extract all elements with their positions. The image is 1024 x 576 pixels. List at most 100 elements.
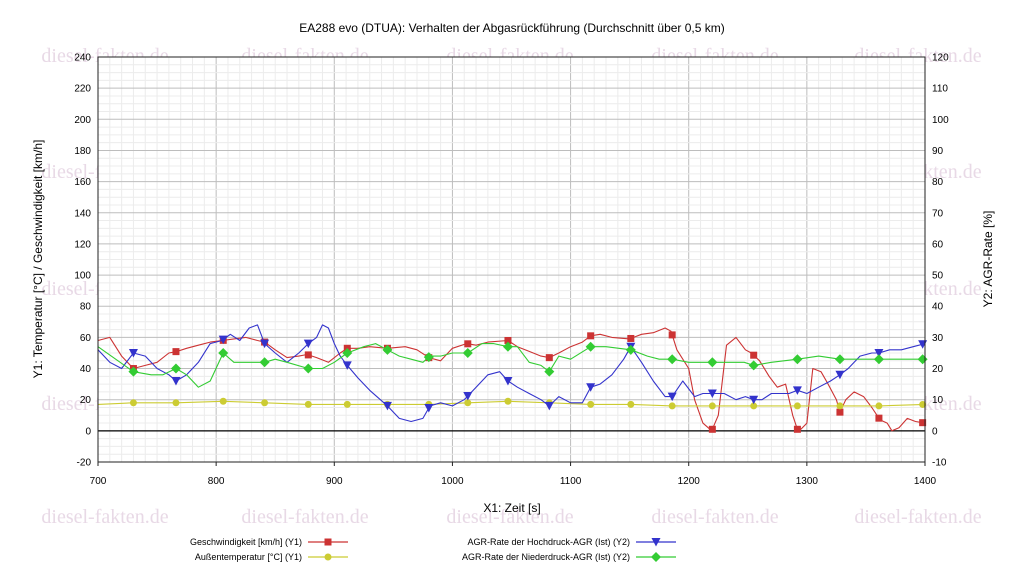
y-right-tick-label: 100 [932,115,949,126]
y-right-axis-label: Y2: AGR-Rate [%] [981,211,995,308]
data-point [587,400,595,408]
data-point [836,408,844,416]
data-point [585,341,596,352]
data-point [260,339,270,349]
watermark-text: diesel-fakten.de [241,506,368,528]
series-line [97,324,926,423]
data-point [792,354,803,365]
watermark-text: diesel-fakten.de [446,506,573,528]
data-point [544,366,555,377]
data-point [668,402,676,410]
x-tick-label: 1400 [914,476,937,487]
legend-label: AGR-Rate der Niederdruck-AGR (Ist) (Y2) [462,552,630,562]
series-2 [97,397,927,410]
y-right-tick-label: 20 [932,364,944,375]
data-point [303,363,314,374]
series-layer [97,324,928,433]
data-point [749,395,759,405]
data-point [750,351,758,359]
data-point [625,344,636,355]
data-point [172,348,180,356]
legend-item: AGR-Rate der Niederdruck-AGR (Ist) (Y2) [462,552,676,562]
y-right-tick-label: 120 [932,53,949,64]
data-point [544,401,554,411]
watermark-text: diesel-fakten.de [41,506,168,528]
legend-item: Außentemperatur [°C] (Y1) [195,552,348,562]
legend-item: AGR-Rate der Hochdruck-AGR (Ist) (Y2) [467,537,676,547]
y-right-tick-label: 0 [932,426,938,437]
data-point [303,339,313,349]
data-point [382,401,392,411]
data-point [462,347,473,358]
data-point [382,344,393,355]
data-point [668,331,676,339]
y-left-tick-label: 240 [74,53,91,64]
y-left-tick-label: 20 [80,395,92,406]
data-point [793,425,801,433]
y-left-tick-label: -20 [77,458,92,469]
y-left-tick-label: 120 [74,239,91,250]
legend-label: Außentemperatur [°C] (Y1) [195,552,302,562]
data-point [836,402,844,410]
data-point [504,397,512,405]
data-point [129,399,137,407]
data-point [502,341,513,352]
data-point [423,352,434,363]
data-point [835,370,845,380]
x-tick-label: 1000 [441,476,464,487]
data-point [707,357,718,368]
y-left-tick-label: 0 [85,426,91,437]
data-point [834,354,845,365]
data-point [667,354,678,365]
y-left-tick-label: 40 [80,364,92,375]
y-right-tick-label: 40 [932,302,944,313]
y-left-tick-label: 100 [74,271,91,282]
data-point [545,354,553,362]
legend-label: Geschwindigkeit [km/h] (Y1) [190,537,302,547]
legend-marker [651,538,661,547]
x-tick-label: 1100 [560,476,582,487]
data-point [873,354,884,365]
y-left-tick-label: 220 [74,84,91,95]
tick-labels: 700 800 900 1000 1100 1200 1300 1400-2002040608… [74,53,949,488]
plot-border [97,56,926,463]
data-point [342,347,353,358]
data-point [707,389,717,398]
x-tick-label: 1200 [678,476,701,487]
data-point [586,383,596,392]
series-4 [97,341,928,388]
data-point [172,399,180,407]
data-point [218,347,229,358]
y-left-tick-label: 180 [74,146,91,157]
data-point [170,363,181,374]
data-point [128,348,138,358]
data-point [171,377,181,386]
y-left-tick-label: 160 [74,177,91,188]
legend-marker [324,538,332,546]
data-point [750,402,758,410]
data-point [708,425,716,433]
y-right-tick-label: -10 [932,458,947,469]
data-point [627,400,635,408]
y-left-axis-label: Y1: Temperatur [°C] / Geschwindigkeit [k… [31,140,45,379]
y-left-tick-label: 60 [80,333,92,344]
data-point [875,402,883,410]
data-point [504,337,512,344]
data-point [874,348,884,358]
data-point [259,357,270,368]
watermark-text: diesel-fakten.de [854,506,981,528]
data-point [464,340,472,348]
legend-marker [324,553,332,561]
y-right-tick-label: 80 [932,177,944,188]
data-point [424,404,434,413]
x-tick-label: 1300 [796,476,819,487]
data-point [667,392,677,402]
data-point [793,402,801,410]
data-point [464,399,472,407]
data-point [219,397,227,405]
data-point [218,335,228,345]
chart-title: EA288 evo (DTUA): Verhalten der Abgasrüc… [299,21,725,35]
y-right-tick-label: 60 [932,239,944,250]
x-tick-label: 800 [208,476,225,487]
